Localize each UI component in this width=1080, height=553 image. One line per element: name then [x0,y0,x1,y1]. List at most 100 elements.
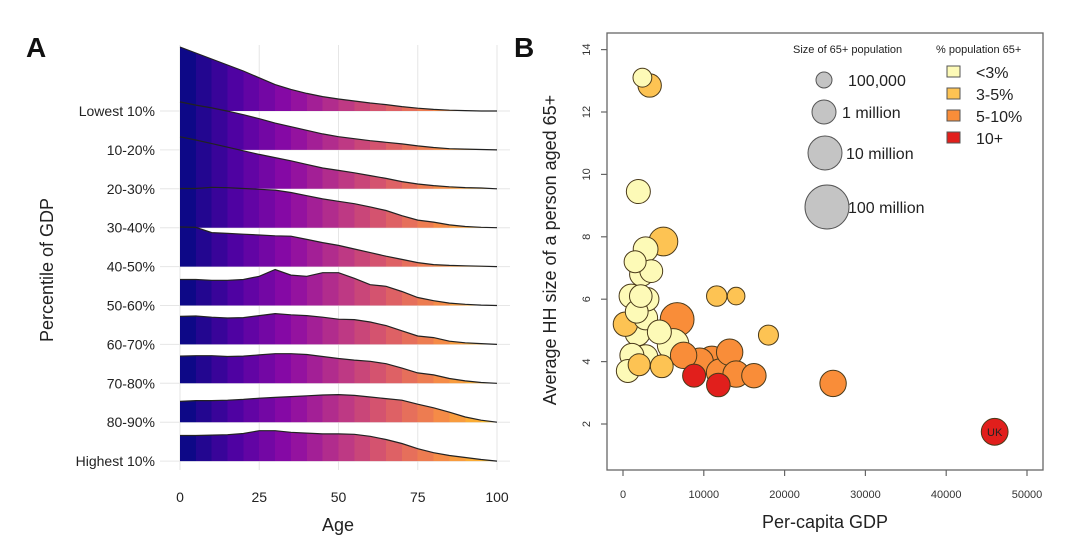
ridge-area [180,430,497,462]
ridge-label: Highest 10% [76,453,155,469]
ridge-label: 20-30% [107,181,155,197]
legend-size-symbol [807,135,843,171]
x-axis-ticks-b: 0 10000 20000 30000 40000 50000 [620,470,1042,501]
legend-size-symbol [804,184,850,230]
y-tick-label: 6 [581,296,593,302]
ridge-outline [180,186,498,229]
ridgeline-category-labels: Lowest 10% 10-20% 20-30% 30-40% 40-50% 50-60%… [76,103,155,469]
legend-size-label: 1 million [842,105,901,122]
ridge-outline [179,226,498,268]
bubble [627,353,651,377]
ridge-outline [179,393,498,423]
x-tick-label: 40000 [931,489,962,501]
bubble [706,372,731,398]
x-tick-label: 25 [251,489,267,505]
ridge-label: 80-90% [107,414,155,430]
y-tick-label: 4 [581,359,593,365]
x-tick-label: 20000 [769,489,800,501]
ridge-outline [179,101,498,151]
ridge-label: 50-60% [107,298,155,314]
legend-color-swatch [946,131,961,144]
ridge-area [180,394,497,423]
ridge-outline [180,268,498,307]
bubble-label: UK [987,427,1003,439]
panel-label-b: B [514,32,534,63]
ridge-area [180,101,497,150]
y-axis-ticks-b: 2 4 6 8 10 12 14 [581,43,607,427]
y-tick-label: 12 [581,106,593,118]
bubble [669,341,698,370]
bubble [632,67,653,88]
bubble [628,284,653,308]
ridgeline-series [179,46,498,462]
ridgeline-x-ticks: 0 25 50 75 100 [176,489,509,505]
legend-color-title: % population 65+ [936,44,1021,56]
bubble [706,285,728,307]
bubbles: UK [612,67,1009,446]
legend-size-symbol [811,99,837,125]
legend-color-label: 5-10% [976,109,1022,126]
bubble [726,286,746,306]
legend-size-symbol [815,71,833,89]
y-tick-label: 10 [581,168,593,180]
ridge-outline [179,136,498,190]
ridge-label: 40-50% [107,259,155,275]
x-axis-title-a: Age [322,515,354,535]
bubble [757,324,779,346]
bubble [625,179,651,205]
bubble [682,363,707,388]
ridge-area [180,313,497,345]
x-axis-title-b: Per-capita GDP [762,512,888,532]
legend-color-label: 10+ [976,131,1003,148]
x-tick-label: 0 [176,489,184,505]
ridge-area [180,47,497,111]
ridge-label: 60-70% [107,336,155,352]
plot-frame [606,32,1044,471]
bubble [649,354,674,379]
ridge-outline [179,353,498,384]
legend-color-swatch [946,87,961,100]
panel-label-a: A [26,32,46,63]
x-tick-label: 30000 [850,489,881,501]
bubble [819,369,847,398]
y-axis-title-b: Average HH size of a person aged 65+ [540,95,560,405]
legend: Size of 65+ population % population 65+ 10… [793,44,1022,230]
ridge-area [180,136,497,189]
legend-color-label: 3-5% [976,87,1013,104]
legend-color-swatch [946,65,961,78]
bubble [623,250,647,274]
ridge-outline [179,46,497,112]
legend-size-label: 100 million [848,200,924,217]
legend-color-label: <3% [976,65,1008,82]
y-tick-label: 14 [581,43,593,55]
bubble [980,417,1009,446]
x-tick-label: 50 [331,489,347,505]
legend-color-swatch [946,109,961,122]
ridgeline-panel: A Lowest 10% 10-20% 20-30% 30-40% 40-50% 50-6… [26,32,510,535]
x-tick-label: 100 [485,489,509,505]
ridge-area [180,227,497,267]
x-tick-label: 75 [410,489,426,505]
ridge-label: 70-80% [107,375,155,391]
legend-size-label: 10 million [846,146,914,163]
ridge-area [180,187,497,228]
ridge-label: Lowest 10% [79,103,155,119]
y-tick-label: 8 [581,234,593,240]
legend-size-title: Size of 65+ population [793,44,902,56]
ridge-area [180,269,497,306]
ridge-outline [179,312,498,345]
x-tick-label: 0 [620,489,626,501]
bubble [646,319,672,345]
y-tick-label: 2 [581,421,593,427]
bubble [741,362,767,389]
ridge-label: 30-40% [107,220,155,236]
ridge-label: 10-20% [107,142,155,158]
x-tick-label: 50000 [1012,489,1043,501]
legend-size-label: 100,000 [848,73,906,90]
y-axis-title-a: Percentile of GDP [37,198,57,342]
ridge-area [180,353,497,384]
x-tick-label: 10000 [689,489,720,501]
ridge-outline [180,430,498,462]
